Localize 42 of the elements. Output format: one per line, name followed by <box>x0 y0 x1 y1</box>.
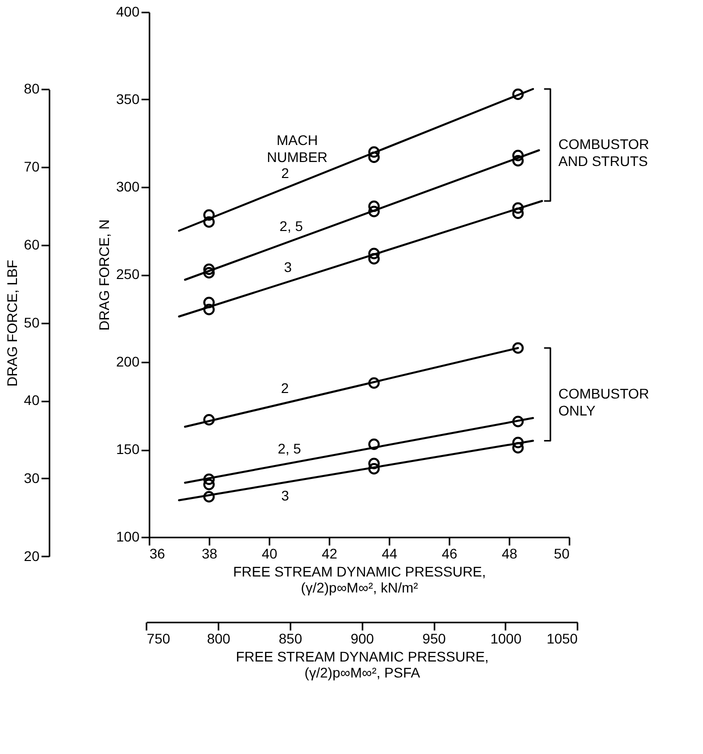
x2-tick-label: 1050 <box>546 630 578 646</box>
y-tick-label: 150 <box>116 441 140 457</box>
annotation: COMBUSTOR AND STRUTS <box>558 136 650 169</box>
x2-tick-label: 800 <box>206 630 231 646</box>
y2-tick-label: 50 <box>24 314 40 330</box>
x-tick-label: 50 <box>554 546 570 562</box>
x2-tick-label: 1000 <box>490 630 522 646</box>
y2-tick-label: 40 <box>24 392 40 408</box>
x-tick-label: 42 <box>322 546 338 562</box>
y-tick-label: 400 <box>116 4 140 20</box>
y2-tick-label: 80 <box>24 80 40 97</box>
series-label: 2, 5 <box>280 218 304 234</box>
annotation: MACH NUMBER <box>266 132 328 166</box>
y-tick-label: 350 <box>116 91 140 107</box>
y-tick-label: 250 <box>116 266 140 282</box>
y-tick-label: 100 <box>116 528 140 544</box>
x-tick-label: 40 <box>262 546 278 562</box>
x-tick-label: 46 <box>442 546 458 562</box>
x-axis-title: FREE STREAM DYNAMIC PRESSURE, (γ/2)p∞M∞², kN/m² <box>233 564 486 596</box>
x-tick-label: 44 <box>382 546 398 562</box>
x-tick-label: 38 <box>202 546 218 562</box>
x2-axis-title: FREE STREAM DYNAMIC PRESSURE, (γ/2)p∞M∞², PSFA <box>236 648 489 680</box>
series-label: 2, 5 <box>278 440 302 456</box>
x-tick-label: 48 <box>502 546 518 562</box>
y2-tick-label: 60 <box>24 236 40 252</box>
y-tick-label: 200 <box>116 354 140 370</box>
x2-tick-label: 900 <box>350 630 374 646</box>
x-tick-label: 36 <box>150 546 166 562</box>
x2-tick-label: 850 <box>278 630 302 646</box>
y2-tick-label: 30 <box>24 470 40 486</box>
series-label: 3 <box>284 258 292 275</box>
x2-tick-label: 750 <box>146 630 170 646</box>
series-label: 2 <box>281 165 290 182</box>
y-tick-label: 300 <box>116 178 140 194</box>
y2-tick-label: 70 <box>24 158 40 175</box>
annotation: COMBUSTOR ONLY <box>558 385 650 418</box>
series-label: 2 <box>281 380 289 396</box>
series-label: 3 <box>281 487 290 504</box>
x2-tick-label: 950 <box>422 630 446 646</box>
y-axis-title: DRAG FORCE, N <box>96 219 112 331</box>
y2-axis-title: DRAG FORCE, LBF <box>4 260 20 387</box>
y2-tick-label: 20 <box>24 548 40 564</box>
